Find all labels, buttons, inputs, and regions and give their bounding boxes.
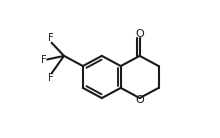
Text: F: F [41,55,46,64]
Text: F: F [48,33,53,43]
Text: O: O [135,29,144,39]
Text: O: O [135,95,144,104]
Text: F: F [48,73,53,83]
